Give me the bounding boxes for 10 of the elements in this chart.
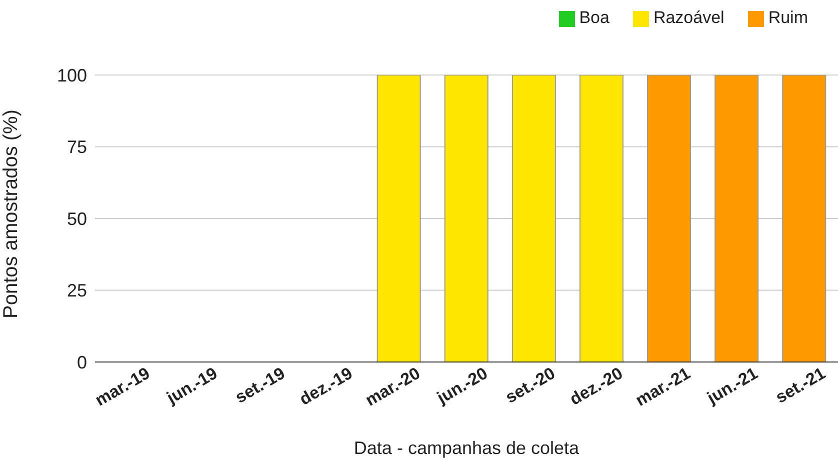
legend-label: Razoável bbox=[653, 8, 724, 27]
legend-label: Ruim bbox=[768, 8, 808, 27]
y-tick-label: 100 bbox=[56, 65, 87, 86]
y-tick-label: 25 bbox=[66, 280, 87, 301]
legend-label: Boa bbox=[579, 8, 610, 27]
x-axis-title: Data - campanhas de coleta bbox=[354, 438, 580, 458]
y-axis-title: Pontos amostrados (%) bbox=[0, 110, 22, 318]
y-tick-label: 0 bbox=[76, 352, 87, 372]
y-tick-label: 50 bbox=[66, 208, 87, 229]
y-tick-label: 75 bbox=[66, 137, 87, 158]
